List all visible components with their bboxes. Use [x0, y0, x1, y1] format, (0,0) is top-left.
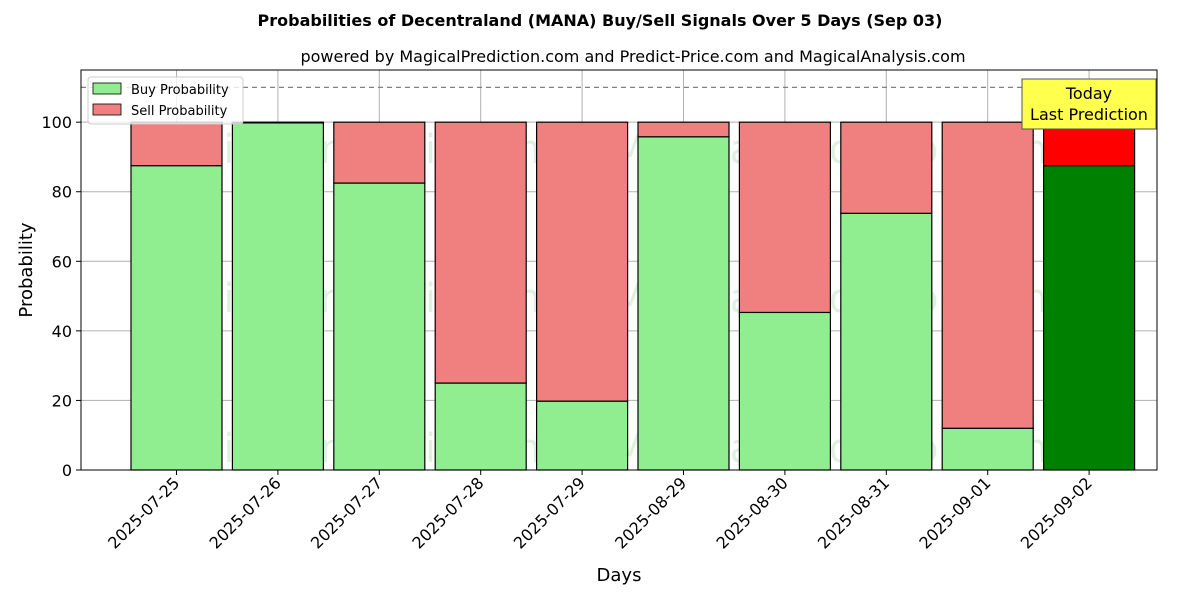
x-tick-label: 2025-07-27 — [307, 473, 386, 552]
bar-buy-2025-09-02 — [1042, 165, 1136, 471]
bar-buy-2025-07-29 — [535, 400, 629, 471]
bar-sell-2025-07-29 — [535, 121, 629, 402]
x-tick-label: 2025-07-29 — [510, 473, 589, 552]
x-tick-label: 2025-08-30 — [713, 473, 792, 552]
bar-sell-2025-07-25 — [130, 121, 223, 167]
y-tick-label: 0 — [62, 461, 72, 480]
y-tick-label: 20 — [52, 391, 72, 410]
bar-sell-2025-07-27 — [333, 121, 426, 184]
bar-buy-2025-07-27 — [333, 182, 426, 471]
x-tick-label: 2025-08-29 — [611, 473, 690, 552]
legend-sell-swatch — [92, 103, 122, 116]
y-tick-label: 100 — [41, 113, 72, 132]
legend: Buy Probability Sell Probability — [87, 76, 244, 125]
legend-box — [87, 76, 244, 125]
x-tick-label: 2025-07-25 — [104, 473, 183, 552]
legend-buy-swatch — [92, 82, 122, 95]
y-axis-label: Probability — [16, 222, 37, 317]
bar-sell-2025-08-29 — [637, 121, 730, 138]
bar-buy-2025-08-30 — [738, 311, 832, 471]
chart-subtitle: powered by MagicalPrediction.com and Pre… — [300, 47, 965, 66]
annotation-box — [1021, 78, 1157, 130]
x-tick-label: 2025-07-28 — [408, 473, 487, 552]
bar-buy-2025-09-01 — [941, 427, 1034, 471]
y-tick-label: 60 — [52, 252, 72, 271]
x-tick-label: 2025-09-02 — [1017, 473, 1096, 552]
bar-sell-2025-07-28 — [434, 121, 527, 384]
annotation-line2: Last Prediction — [1030, 105, 1148, 124]
bar-buy-2025-07-26 — [231, 122, 324, 471]
x-tick-label: 2025-07-26 — [206, 473, 285, 552]
legend-buy-label: Buy Probability — [131, 83, 229, 98]
bar-buy-2025-08-29 — [637, 136, 730, 471]
bar-sell-2025-08-30 — [738, 121, 832, 314]
bar-buy-2025-07-25 — [130, 165, 223, 471]
bar-sell-2025-07-26 — [231, 121, 324, 124]
x-axis-label: Days — [597, 565, 642, 586]
y-tick-label: 40 — [52, 322, 72, 341]
legend-sell-label: Sell Probability — [131, 104, 228, 119]
bar-sell-2025-09-01 — [941, 121, 1034, 429]
x-tick-label: 2025-08-31 — [814, 473, 893, 552]
annotation-line1: Today — [1065, 84, 1112, 103]
bar-sell-2025-08-31 — [840, 121, 933, 214]
chart-title: Probabilities of Decentraland (MANA) Buy… — [258, 11, 943, 30]
today-annotation: Today Last Prediction — [1021, 78, 1157, 130]
y-tick-label: 80 — [52, 183, 72, 202]
bars-layer — [130, 121, 1136, 471]
bar-buy-2025-07-28 — [434, 382, 527, 471]
x-tick-label: 2025-09-01 — [915, 473, 994, 552]
bar-buy-2025-08-31 — [840, 212, 933, 471]
plot-frame — [80, 69, 1158, 471]
